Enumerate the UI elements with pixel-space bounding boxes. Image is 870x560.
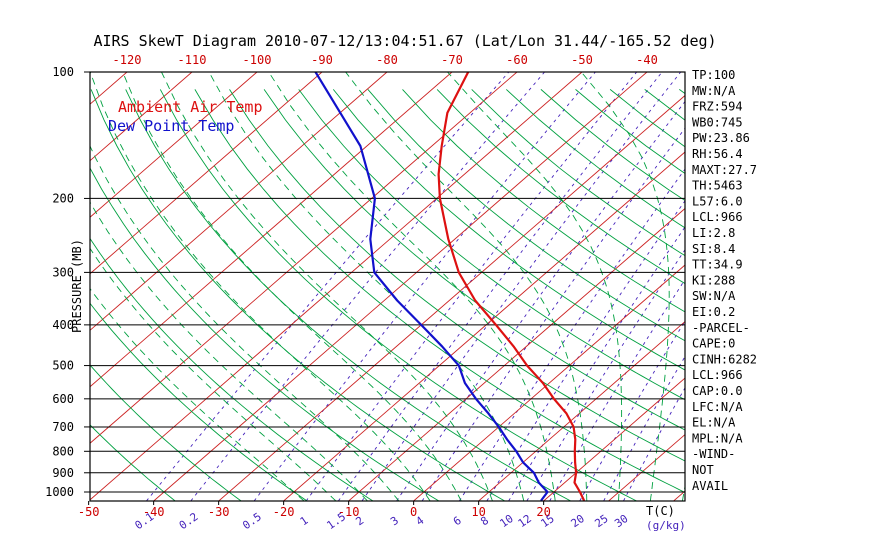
pressure-tick-label: 900: [52, 466, 74, 480]
stat-line: LFC:N/A: [692, 400, 743, 414]
pressure-tick-label: 100: [52, 65, 74, 79]
stat-line: WB0:745: [692, 115, 743, 129]
temp-tick-label-top: -50: [571, 53, 593, 67]
stat-line: CINH:6282: [692, 352, 757, 366]
pressure-tick-label: 600: [52, 392, 74, 406]
temp-tick-label-top: -100: [243, 53, 272, 67]
temperature-axis-unit-label: T(C): [646, 504, 675, 518]
legend-dew-point-temp: Dew Point Temp: [108, 117, 234, 135]
mixing-ratio-label: 15: [538, 512, 556, 530]
temp-tick-label-bottom: -50: [78, 505, 100, 519]
mixing-ratio-label: 8: [478, 514, 491, 528]
temp-tick-label-bottom: -10: [338, 505, 360, 519]
pressure-tick-label: 400: [52, 318, 74, 332]
stat-line: LI:2.8: [692, 226, 735, 240]
mixing-ratio-label: 6: [451, 514, 464, 528]
mixing-ratio-unit-label: (g/kg): [646, 519, 686, 532]
mixing-ratio-label: 3: [388, 514, 401, 528]
temp-tick-label-bottom: -40: [143, 505, 165, 519]
stat-line: MAXT:27.7: [692, 163, 757, 177]
ambient-temp-curve: [437, 72, 585, 501]
mixing-ratio-label: 30: [612, 512, 630, 530]
mixing-ratio-label: 25: [592, 512, 610, 530]
mixing-ratio-label: 1: [298, 514, 311, 528]
temp-tick-label-bottom: 0: [410, 505, 417, 519]
stat-line: NOT: [692, 463, 714, 477]
temp-tick-label-bottom: -30: [208, 505, 230, 519]
stat-line: CAP:0.0: [692, 384, 743, 398]
pressure-axis-label: PRESSURE (MB): [70, 239, 84, 333]
stat-line: LCL:966: [692, 210, 743, 224]
temp-tick-label-bottom: -20: [273, 505, 295, 519]
temp-tick-label-top: -70: [441, 53, 463, 67]
mixing-ratio-label: 2: [353, 514, 366, 528]
pressure-tick-label: 1000: [45, 485, 74, 499]
stat-line: TH:5463: [692, 179, 743, 193]
temp-tick-label-top: -120: [113, 53, 142, 67]
pressure-tick-label: 700: [52, 420, 74, 434]
temp-tick-label-bottom: 10: [471, 505, 485, 519]
stat-line: PW:23.86: [692, 131, 750, 145]
stat-line: FRZ:594: [692, 100, 743, 114]
stat-line: LCL:966: [692, 368, 743, 382]
stat-line: L57:6.0: [692, 194, 743, 208]
mixing-ratio-label: 20: [569, 512, 587, 530]
temp-tick-label-top: -110: [178, 53, 207, 67]
stat-line: RH:56.4: [692, 147, 743, 161]
plot-area: [90, 72, 685, 501]
mixing-ratio-label: 0.2: [177, 510, 201, 532]
temp-tick-label-top: -80: [376, 53, 398, 67]
pressure-tick-label: 300: [52, 265, 74, 279]
legend-ambient-air-temp: Ambient Air Temp: [118, 98, 263, 116]
pressure-tick-label: 200: [52, 191, 74, 205]
mixing-ratio-label: 4: [414, 514, 427, 529]
mixing-ratio-label: 0.5: [240, 510, 264, 532]
dew-point-curve: [314, 72, 549, 501]
stat-line: -WIND-: [692, 447, 735, 461]
chart-title: AIRS SkewT Diagram 2010-07-12/13:04:51.6…: [93, 32, 716, 50]
temp-tick-label-top: -60: [506, 53, 528, 67]
pressure-tick-label: 500: [52, 359, 74, 373]
mixing-ratio-label: 10: [497, 512, 515, 530]
stat-line: TT:34.9: [692, 258, 743, 272]
temp-tick-label-top: -40: [636, 53, 658, 67]
temp-tick-label-bottom: 20: [536, 505, 550, 519]
stat-line: -PARCEL-: [692, 321, 750, 335]
stat-line: TP:100: [692, 68, 735, 82]
stat-line: AVAIL: [692, 479, 728, 493]
stat-line: MPL:N/A: [692, 431, 743, 445]
stat-line: EI:0.2: [692, 305, 735, 319]
stat-line: KI:288: [692, 273, 735, 287]
temp-tick-label-top: -90: [311, 53, 333, 67]
mixing-ratio-label: 12: [516, 512, 534, 530]
pressure-tick-label: 800: [52, 444, 74, 458]
stat-line: EL:N/A: [692, 416, 736, 430]
stat-line: CAPE:0: [692, 337, 735, 351]
stat-line: SI:8.4: [692, 242, 735, 256]
stat-line: MW:N/A: [692, 84, 736, 98]
stat-line: SW:N/A: [692, 289, 736, 303]
